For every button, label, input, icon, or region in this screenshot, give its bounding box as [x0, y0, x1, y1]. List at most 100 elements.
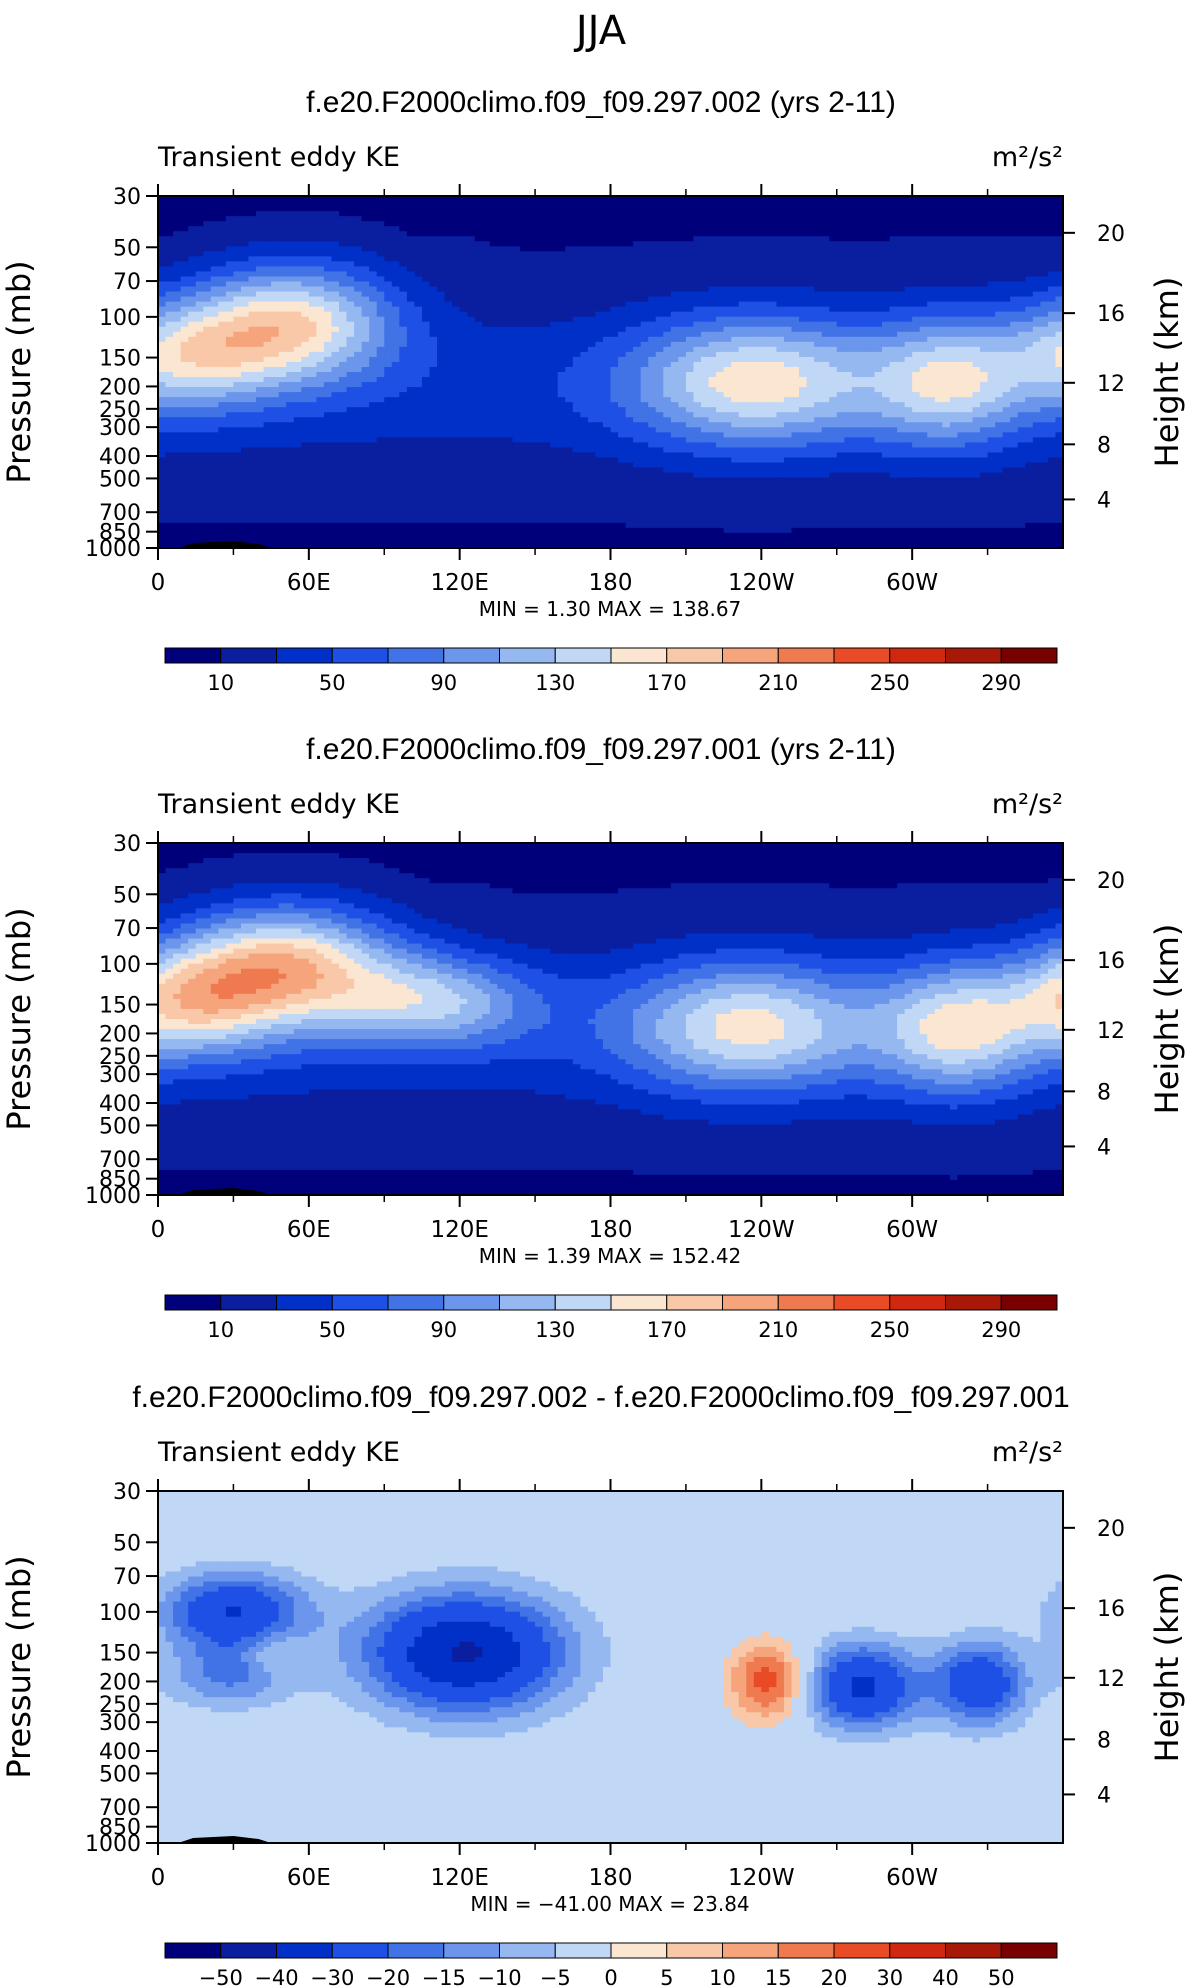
y-axis-label: Pressure (mb) — [0, 1555, 38, 1778]
colorbar-segment — [777, 647, 835, 664]
x-tick-label: 120W — [728, 1217, 795, 1243]
colorbar-label: 130 — [535, 1318, 575, 1342]
colorbar-label: −30 — [310, 1966, 354, 1987]
x-tick-label: 120E — [430, 1217, 488, 1243]
colorbar-label: 90 — [430, 1318, 457, 1342]
y-tick-label: 300 — [99, 1711, 141, 1736]
y-right-tick-label: 4 — [1097, 488, 1111, 513]
colorbar-label: −15 — [422, 1966, 466, 1987]
colorbar-label: 210 — [758, 1318, 798, 1342]
y-tick-label: 700 — [99, 1796, 141, 1821]
colorbar-segment — [387, 647, 445, 664]
y-right-tick-label: 8 — [1097, 1080, 1111, 1105]
colorbar-label: 10 — [207, 1318, 234, 1342]
colorbar-segment — [666, 1942, 723, 1959]
y-right-axis-label: Height (km) — [1148, 277, 1186, 468]
y-right-tick-label: 12 — [1097, 372, 1125, 397]
y-tick-label: 700 — [99, 501, 141, 526]
colorbar-label: −5 — [540, 1966, 571, 1987]
colorbar-label: 210 — [758, 671, 798, 695]
y-right-tick-label: 20 — [1097, 1517, 1125, 1542]
y-tick-label: 200 — [99, 375, 141, 400]
colorbar-segment — [554, 1942, 612, 1959]
colorbar-segment — [666, 1294, 723, 1311]
y-tick-label: 100 — [99, 1601, 141, 1626]
colorbar: −50 −40 −30 −20 −15 −10 −5 0 5 10 15 20 30 40 50 — [164, 1942, 1058, 1987]
colorbar-segment — [554, 647, 612, 664]
colorbar-label: 50 — [319, 1318, 346, 1342]
colorbar-segment — [276, 1942, 333, 1959]
x-tick-label: 0 — [151, 570, 166, 596]
y-tick-label: 500 — [99, 1114, 141, 1139]
contour-field — [158, 196, 1063, 548]
y-right-tick-label: 12 — [1097, 1667, 1125, 1692]
y-tick-label: 30 — [113, 185, 141, 210]
colorbar-label: 10 — [207, 671, 234, 695]
contour-field — [158, 843, 1063, 1195]
topography — [178, 1836, 272, 1843]
colorbar-segment — [387, 1294, 445, 1311]
y-tick-label: 700 — [99, 1148, 141, 1173]
x-tick-label: 60E — [287, 570, 331, 596]
x-tick-label: 60W — [886, 1217, 938, 1243]
y-tick-label: 100 — [99, 953, 141, 978]
colorbar-label: 90 — [430, 671, 457, 695]
colorbar-segment — [220, 647, 277, 664]
x-tick-label: 0 — [151, 1865, 166, 1891]
y-right-tick-label: 16 — [1097, 949, 1125, 974]
y-tick-label: 50 — [113, 1531, 141, 1556]
colorbar-label: 50 — [988, 1966, 1015, 1987]
x-tick-label: 120E — [430, 1865, 488, 1891]
colorbar-label: 170 — [647, 1318, 687, 1342]
y-tick-label: 70 — [113, 1565, 141, 1590]
colorbar-segment — [945, 1942, 1002, 1959]
colorbar-label: 170 — [647, 671, 687, 695]
y-tick-label: 500 — [99, 467, 141, 492]
figure-title: JJA — [573, 8, 627, 54]
colorbar-label: 20 — [821, 1966, 848, 1987]
colorbar-label: 130 — [535, 671, 575, 695]
y-tick-label: 1000 — [85, 1184, 141, 1209]
colorbar-segment — [722, 1942, 779, 1959]
colorbar-segment — [945, 647, 1002, 664]
colorbar-label: 30 — [876, 1966, 903, 1987]
min-max-stats: MIN = 1.39 MAX = 152.42 — [479, 1244, 742, 1268]
units-label: m²/s² — [992, 789, 1063, 820]
colorbar-label: −50 — [199, 1966, 243, 1987]
panel-3: f.e20.F2000climo.f09_f09.297.002 - f.e20… — [0, 1381, 1186, 1987]
colorbar-segment — [331, 647, 389, 664]
y-tick-label: 250 — [99, 1045, 141, 1070]
y-tick-label: 400 — [99, 1740, 141, 1765]
panel-2: f.e20.F2000climo.f09_f09.297.001 (yrs 2-… — [0, 733, 1186, 1342]
min-max-stats: MIN = 1.30 MAX = 138.67 — [479, 597, 742, 621]
y-tick-label: 100 — [99, 306, 141, 331]
colorbar-segment — [554, 1294, 612, 1311]
colorbar-segment — [610, 1294, 668, 1311]
colorbar-segment — [833, 1942, 891, 1959]
x-tick-label: 120W — [728, 1865, 795, 1891]
y-tick-label: 70 — [113, 917, 141, 942]
panel-title: f.e20.F2000climo.f09_f09.297.002 - f.e20… — [132, 1381, 1069, 1414]
y-tick-label: 150 — [99, 1642, 141, 1667]
colorbar-segment — [443, 1942, 500, 1959]
x-tick-label: 180 — [589, 1865, 633, 1891]
colorbar-label: 250 — [870, 671, 910, 695]
y-tick-label: 200 — [99, 1670, 141, 1695]
y-right-tick-label: 20 — [1097, 222, 1125, 247]
x-tick-label: 120E — [430, 570, 488, 596]
colorbar: 10 50 90 130 170 210 250 290 — [164, 647, 1058, 695]
y-tick-label: 30 — [113, 832, 141, 857]
y-tick-label: 200 — [99, 1022, 141, 1047]
colorbar-segment — [777, 1294, 835, 1311]
colorbar-segment — [220, 1294, 277, 1311]
x-tick-label: 180 — [589, 1217, 633, 1243]
colorbar: 10 50 90 130 170 210 250 290 — [164, 1294, 1058, 1342]
y-axis-label: Pressure (mb) — [0, 907, 38, 1130]
y-right-tick-label: 12 — [1097, 1019, 1125, 1044]
subtitle-left: Transient eddy KE — [157, 142, 400, 173]
y-tick-label: 150 — [99, 347, 141, 372]
y-tick-label: 850 — [99, 521, 141, 546]
x-tick-label: 180 — [589, 570, 633, 596]
colorbar-label: −20 — [366, 1966, 410, 1987]
colorbar-segment — [889, 647, 946, 664]
